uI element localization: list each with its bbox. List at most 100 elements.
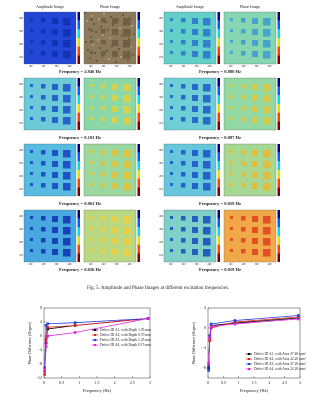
axis-tick: 400: [268, 65, 273, 68]
defect: [252, 95, 258, 101]
defect: [41, 227, 46, 232]
marker: [43, 373, 46, 376]
colorbar: [217, 112, 220, 122]
legend-label: Defect ID A1, with Area 47.40 mm²: [254, 352, 306, 357]
axis-tick: 100: [29, 65, 34, 68]
defect: [181, 18, 186, 23]
defect: [203, 172, 211, 180]
colorbar: [137, 121, 140, 130]
noise: [109, 37, 111, 39]
marker: [233, 322, 237, 326]
defect: [241, 227, 246, 232]
defect: [252, 150, 258, 156]
defect: [123, 95, 131, 103]
frequency-label: Frequency = 0.087 Hz: [199, 135, 241, 140]
colorbar: [277, 144, 280, 153]
noise: [101, 55, 103, 57]
colorbar: [77, 170, 80, 179]
noise: [84, 12, 86, 14]
axis-tick: 100: [159, 254, 164, 257]
axis-tick: 200: [19, 43, 24, 46]
defect: [112, 95, 118, 101]
noise: [112, 24, 114, 26]
colorbar: [77, 178, 80, 188]
axis-tick: 100: [169, 263, 174, 266]
colorbar: [277, 161, 280, 170]
colorbar: [217, 20, 220, 30]
legend-marker: [248, 353, 250, 355]
colorbar: [137, 38, 140, 47]
defect: [263, 150, 271, 158]
legend-marker: [94, 344, 96, 346]
noise: [98, 18, 100, 20]
defect: [123, 216, 131, 224]
axis-tick: 300: [115, 65, 120, 68]
defect: [241, 18, 246, 23]
defect: [241, 150, 246, 155]
defect: [170, 95, 173, 98]
defect: [63, 172, 71, 180]
noise: [105, 21, 107, 23]
defect: [52, 95, 58, 101]
noise: [131, 25, 133, 27]
defect: [101, 29, 106, 34]
colorbar: [77, 161, 80, 170]
defect: [241, 249, 246, 254]
colorbar: [137, 12, 140, 21]
colorbar: [277, 121, 280, 130]
noise: [115, 61, 117, 63]
defect: [41, 84, 46, 89]
colorbar: [137, 170, 140, 179]
defect: [112, 117, 118, 123]
defect: [41, 18, 46, 23]
defect: [101, 40, 106, 45]
defect: [263, 238, 271, 246]
colorbar: [217, 161, 220, 170]
defect: [52, 183, 58, 189]
defect: [101, 183, 106, 188]
colorbar: [217, 55, 220, 64]
colorbar: [217, 12, 220, 21]
marker: [209, 322, 213, 326]
axis-tick: 300: [55, 65, 60, 68]
defect: [30, 117, 33, 120]
colorbar: [277, 95, 280, 104]
axis-tick: 200: [42, 65, 47, 68]
defect: [90, 249, 93, 252]
defect: [230, 216, 233, 219]
colorbar: [217, 152, 220, 162]
defect: [123, 84, 131, 92]
axis-tick: 200: [159, 175, 164, 178]
legend-marker: [94, 334, 96, 336]
defect: [170, 249, 173, 252]
axis-tick: 400: [268, 263, 273, 266]
defect: [263, 183, 271, 191]
marker: [297, 315, 300, 319]
defect: [41, 29, 46, 34]
defect: [41, 216, 46, 221]
defect: [192, 172, 198, 178]
colorbar: [137, 104, 140, 113]
axis-tick: 200: [182, 65, 187, 68]
x-tick-label: 0: [43, 380, 45, 385]
defect: [192, 117, 198, 123]
colorbar: [77, 236, 80, 245]
colorbar: [277, 20, 280, 30]
x-tick-label: 2.5: [282, 380, 287, 385]
colorbar: [77, 29, 80, 38]
defect: [203, 238, 211, 246]
defect: [90, 29, 93, 32]
defect: [241, 84, 246, 89]
axis-tick: 200: [102, 65, 107, 68]
defect: [90, 161, 93, 164]
x-tick-label: 0.5: [221, 380, 226, 385]
frequency-label: Frequency = 0.103 Hz: [59, 135, 101, 140]
noise: [122, 14, 124, 16]
defect: [230, 18, 233, 21]
axis-tick: 400: [128, 263, 133, 266]
noise: [88, 28, 90, 30]
defect: [230, 117, 233, 120]
defect: [203, 84, 211, 92]
axis-tick: 100: [19, 56, 24, 59]
